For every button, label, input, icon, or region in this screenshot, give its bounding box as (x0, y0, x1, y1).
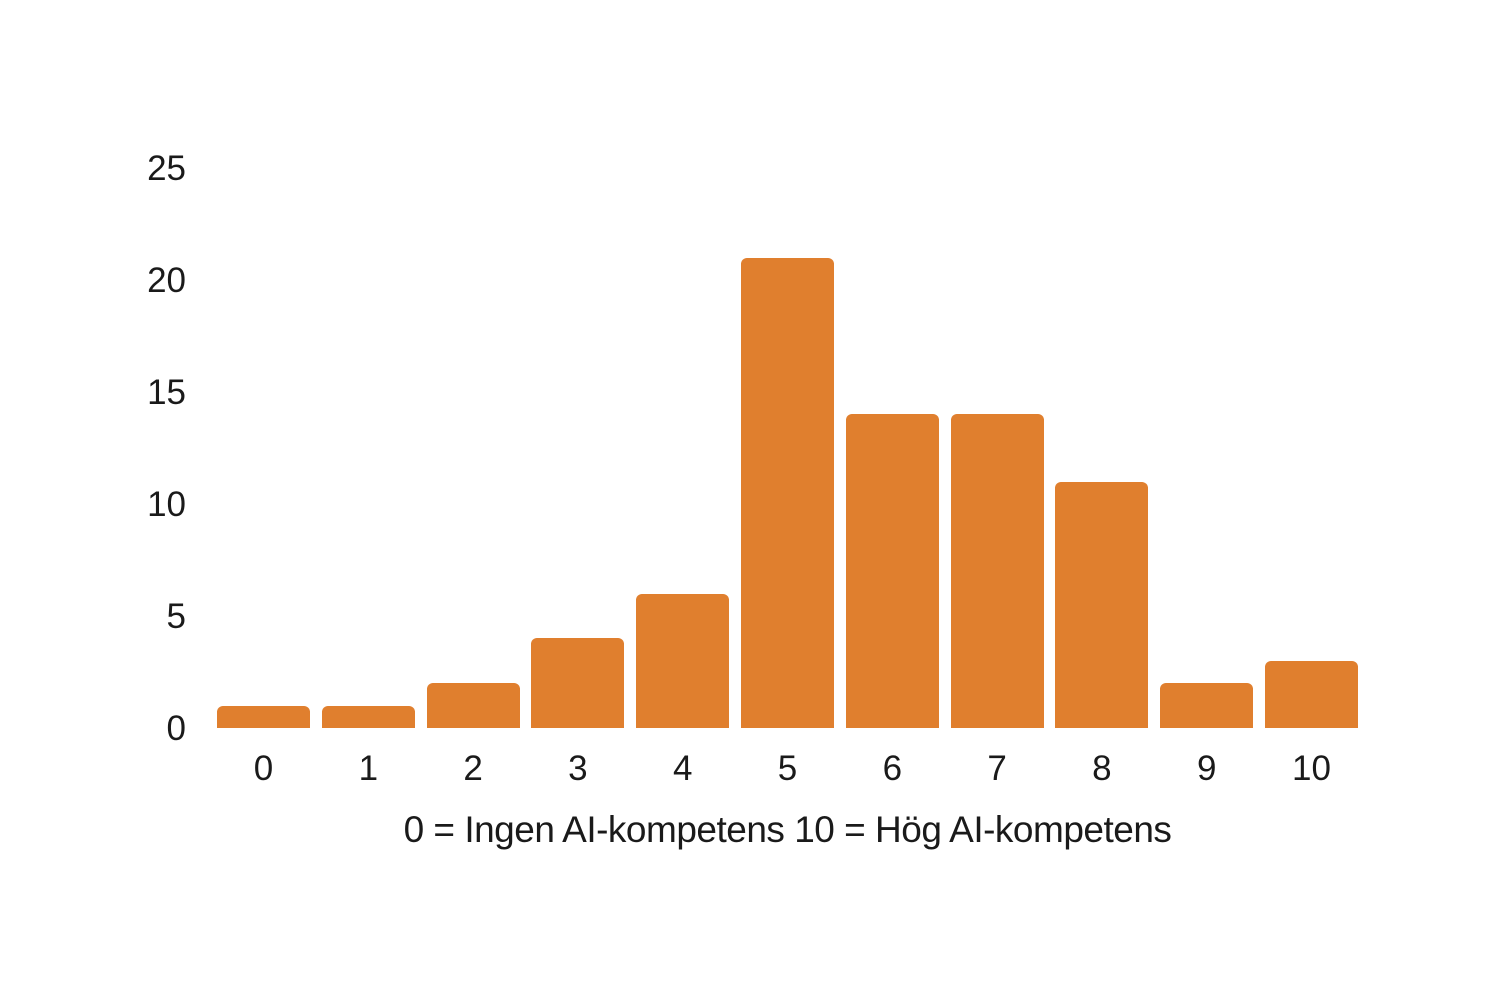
bar-10 (1265, 660, 1358, 728)
bar-3 (531, 638, 625, 728)
bar-2 (426, 683, 520, 728)
y-tick-label: 15 (147, 373, 186, 412)
x-tick-label: 4 (672, 749, 693, 788)
x-tick-label: 2 (463, 749, 483, 788)
bar-1 (321, 705, 415, 728)
y-tick-label: 0 (166, 709, 186, 748)
x-tick-label: 9 (1196, 749, 1217, 788)
x-tick-label: 10 (1292, 749, 1331, 788)
bar-7 (950, 414, 1044, 728)
bar-4 (636, 593, 730, 728)
x-tick-label: 5 (777, 749, 798, 788)
bar-9 (1160, 683, 1254, 728)
y-tick-label: 25 (147, 149, 186, 188)
x-tick-label: 6 (882, 749, 903, 788)
bar-6 (845, 414, 939, 728)
y-tick-label: 20 (147, 261, 186, 300)
x-tick-label: 7 (987, 749, 1007, 788)
bar-5 (741, 257, 834, 728)
y-tick-label: 5 (166, 597, 186, 636)
x-tick-label: 0 (253, 749, 274, 788)
x-tick-label: 1 (358, 749, 379, 788)
x-tick-label: 3 (568, 749, 588, 788)
x-tick-label: 8 (1092, 749, 1112, 788)
x-axis-label: 0 = Ingen AI-kompetens 10 = Hög AI-kompe… (403, 809, 1172, 850)
bar-8 (1055, 481, 1149, 728)
bar-0 (217, 705, 310, 728)
y-tick-label: 10 (147, 485, 186, 524)
